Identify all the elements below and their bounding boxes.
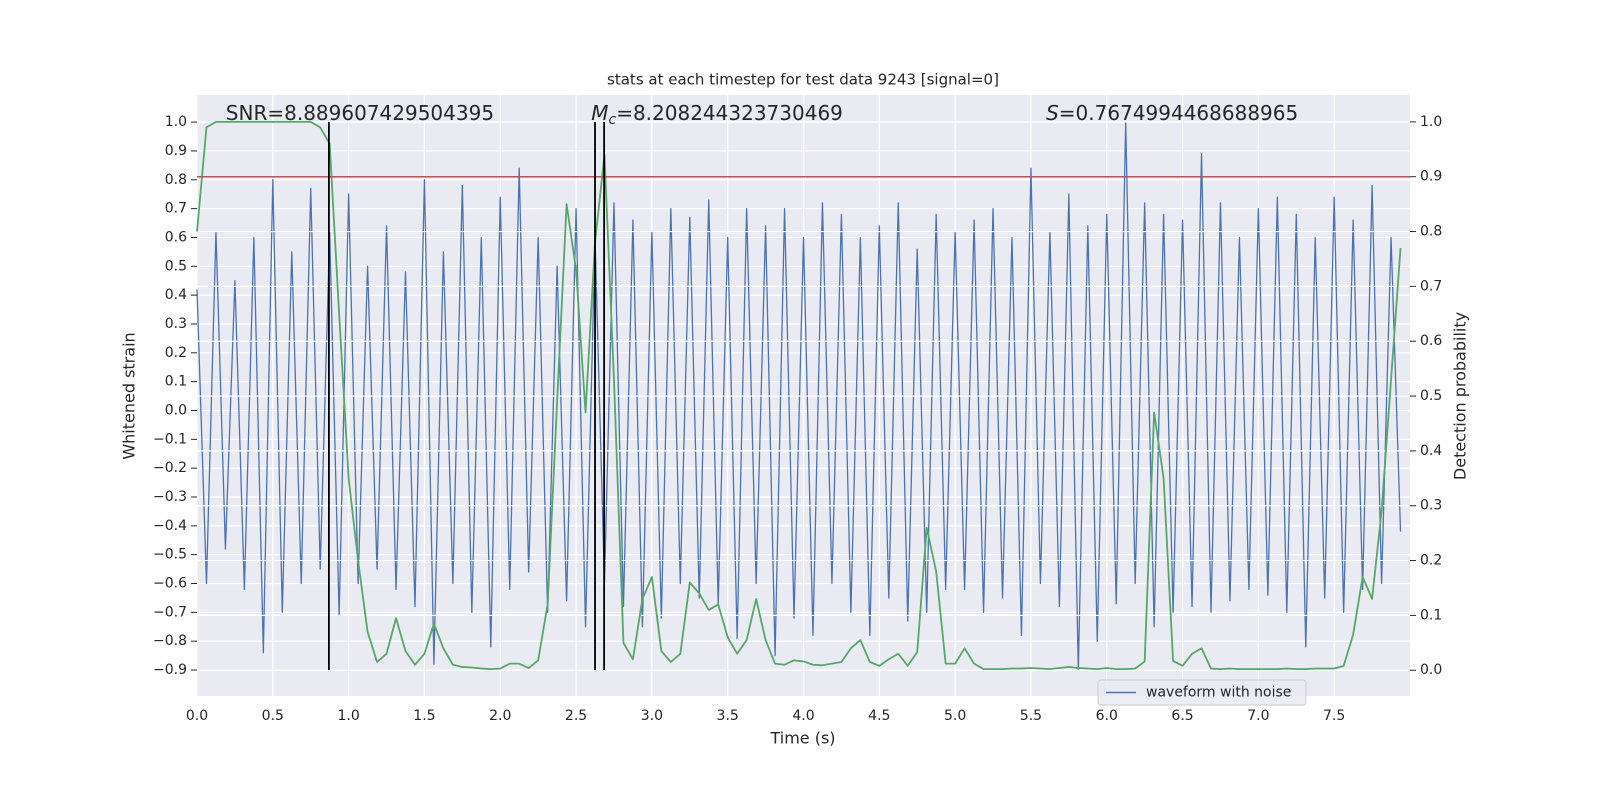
y-tick-label: 0.3 (165, 316, 187, 332)
y-tick-label: 0.8 (165, 172, 187, 188)
x-tick-label: 6.0 (1096, 708, 1118, 724)
x-tick-label: 5.0 (944, 708, 966, 724)
y-tick-label: −0.7 (153, 604, 187, 620)
annotation: S=0.7674994468688965 (1046, 101, 1298, 125)
annotation-symbol: S (1046, 101, 1059, 125)
y2-tick-label: 0.9 (1420, 169, 1442, 185)
y-tick-label: 0.2 (165, 345, 187, 361)
x-tick-label: 0.5 (262, 708, 284, 724)
y-tick-label: 0.1 (165, 374, 187, 390)
y-tick-label: −0.4 (153, 518, 187, 534)
y2-tick-label: 0.4 (1420, 443, 1442, 459)
y2-tick-label: 0.7 (1420, 278, 1442, 294)
y2-tick-label: 0.2 (1420, 553, 1442, 569)
x-tick-label: 2.0 (489, 708, 511, 724)
y-tick-label: −0.5 (153, 547, 187, 563)
y-tick-label: 1.0 (165, 114, 187, 130)
y-tick-label: −0.2 (153, 460, 187, 476)
chart-title: stats at each timestep for test data 924… (607, 71, 999, 89)
annotation-text: =8.208244323730469 (616, 101, 843, 125)
y2-tick-label: 0.5 (1420, 388, 1442, 404)
y2-tick-label: 0.8 (1420, 224, 1442, 240)
y-tick-label: 0.9 (165, 143, 187, 159)
x-tick-label: 1.5 (413, 708, 435, 724)
y-tick-label: −0.9 (153, 662, 187, 678)
x-tick-label: 1.0 (337, 708, 359, 724)
legend-box (1097, 679, 1307, 706)
annotation-subscript: c (608, 112, 616, 128)
y-tick-label: 0.4 (165, 287, 187, 303)
legend: waveform with noise (1097, 679, 1307, 706)
x-tick-label: 4.0 (792, 708, 814, 724)
y2-tick-label: 0.6 (1420, 333, 1442, 349)
y-tick-label: −0.6 (153, 576, 187, 592)
y-tick-label: 0.7 (165, 201, 187, 217)
annotation: SNR=8.889607429504395 (226, 101, 494, 125)
axes: 0.0 0.5 1.0 1.5 2.0 2.5 3.0 3.5 4.0 4.5 5.0 5.5 6.0 6… (153, 114, 1442, 724)
y-tick-label: −0.1 (153, 431, 187, 447)
y-tick-label: 0.0 (165, 402, 187, 418)
x-tick-label: 0.0 (186, 708, 208, 724)
x-tick-label: 6.5 (1171, 708, 1193, 724)
y-tick-label: −0.3 (153, 489, 187, 505)
y2-tick-label: 1.0 (1420, 114, 1442, 130)
y2-tick-label: 0.1 (1420, 607, 1442, 623)
annotation-text: SNR=8.889607429504395 (226, 101, 494, 125)
y-tick-label: 0.5 (165, 258, 187, 274)
x-tick-label: 7.0 (1247, 708, 1269, 724)
y-tick-label: −0.8 (153, 633, 187, 649)
x-tick-label: 4.5 (868, 708, 890, 724)
legend-label: waveform with noise (1146, 685, 1291, 701)
annotation-text: =0.7674994468688965 (1059, 101, 1298, 125)
y2-axis-label: Detection probability (1451, 312, 1470, 480)
marks: SNR=8.889607429504395 Mc=8.20824432373046… (196, 101, 1410, 671)
x-tick-label: 3.5 (717, 708, 739, 724)
y2-tick-label: 0.3 (1420, 498, 1442, 514)
x-tick-label: 7.5 (1323, 708, 1345, 724)
x-tick-label: 2.5 (565, 708, 587, 724)
y2-tick-label: 0.0 (1420, 662, 1442, 678)
y-tick-label: 0.6 (165, 229, 187, 245)
x-tick-label: 3.0 (641, 708, 663, 724)
series-line (196, 120, 1402, 671)
y-axis-label: Whitened strain (120, 332, 139, 459)
annotation: Mc=8.208244323730469 (591, 101, 843, 129)
x-axis-label: Time (s) (769, 729, 835, 748)
x-tick-label: 5.5 (1020, 708, 1042, 724)
annotation-symbol: M (591, 101, 608, 125)
series-line (196, 121, 1402, 671)
